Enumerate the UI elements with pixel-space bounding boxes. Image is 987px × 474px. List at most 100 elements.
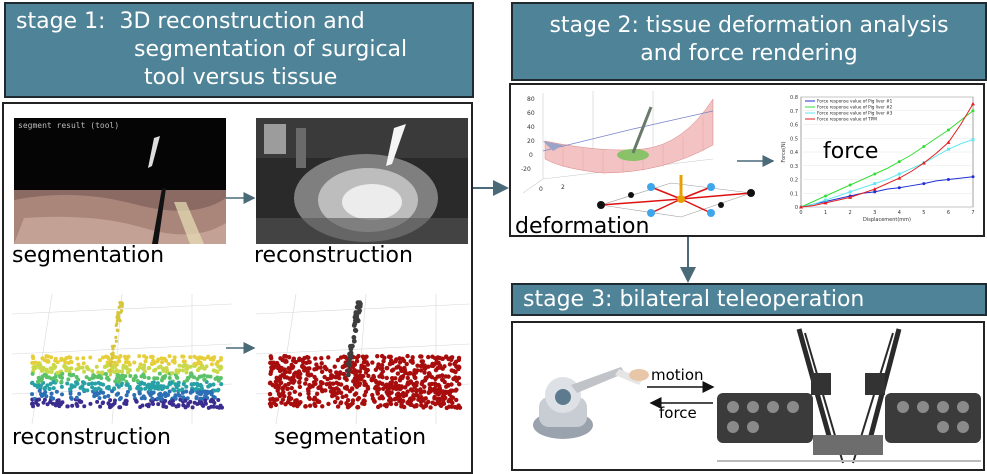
cloud-point — [99, 370, 104, 375]
cloud-point — [355, 405, 360, 410]
cloud-point — [180, 387, 185, 392]
segmentation-image: segment result (tool) — [14, 118, 226, 244]
chart-point — [971, 101, 975, 106]
cloud-point — [131, 378, 136, 383]
chart-point — [921, 161, 926, 165]
node-diagram — [597, 175, 755, 218]
cloud-tool-point — [109, 364, 113, 368]
cloud-point — [412, 375, 417, 380]
cloud-point — [177, 388, 182, 393]
cloud-point — [133, 375, 138, 380]
cloud-point — [176, 380, 181, 385]
cloud-point — [303, 404, 308, 409]
cloud-tool-point — [118, 301, 122, 305]
cloud-point — [68, 387, 73, 392]
cloud-point — [90, 369, 95, 374]
segmented-point-cloud — [255, 293, 471, 425]
cloud-point — [195, 390, 200, 395]
chart-point — [824, 198, 828, 202]
cloud-point — [139, 374, 144, 379]
chart-y-tick-label: 0.1 — [790, 191, 798, 197]
cloud-point — [75, 356, 80, 361]
cloud-point — [404, 361, 409, 367]
cloud-point — [280, 385, 286, 390]
cloud-point — [150, 396, 155, 401]
cloud-point — [292, 389, 298, 394]
cloud-point — [38, 363, 43, 368]
cloud-point — [312, 395, 317, 400]
cloud-point — [113, 355, 118, 360]
cloud-point — [454, 397, 459, 403]
cloud-point — [362, 393, 367, 398]
cloud-point — [286, 395, 292, 400]
cloud-point — [285, 386, 290, 392]
chart-x-tick-label: 5 — [922, 210, 925, 216]
cloud-point — [330, 381, 336, 386]
cloud-point — [55, 370, 60, 375]
cloud-point — [116, 391, 121, 396]
label-reconstruction-bottom: reconstruction — [12, 425, 171, 450]
cloud-point — [180, 368, 185, 373]
cloud-point — [80, 380, 85, 385]
cloud-point — [43, 390, 48, 395]
cloud-point — [414, 388, 420, 393]
cloud-point — [380, 369, 386, 374]
chart-series-line — [800, 103, 974, 208]
cloud-point — [312, 367, 317, 372]
cloud-point — [286, 366, 291, 371]
cloud-point — [395, 371, 401, 376]
cloud-point — [95, 375, 100, 380]
cloud-point — [314, 362, 319, 367]
cloud-point — [79, 399, 84, 404]
cloud-point — [432, 381, 438, 386]
cloud-point — [41, 365, 46, 370]
cloud-point — [114, 376, 119, 381]
cloud-point — [350, 401, 355, 406]
cloud-point — [335, 395, 340, 401]
svg-text:80: 80 — [527, 96, 535, 103]
cloud-point — [399, 401, 404, 407]
chart-y-tick-label: 0.7 — [790, 109, 798, 115]
cloud-point — [51, 362, 56, 367]
cloud-point — [335, 357, 341, 363]
cloud-point — [177, 368, 182, 373]
cloud-point — [88, 355, 93, 360]
cloud-point — [40, 374, 45, 379]
chart-point — [873, 190, 877, 194]
cloud-point — [335, 404, 341, 409]
cloud-tool-point — [117, 305, 121, 309]
cloud-point — [167, 354, 172, 359]
cloud-point — [84, 375, 89, 380]
cloud-tool-point — [120, 304, 124, 308]
cloud-point — [437, 400, 442, 405]
cloud-point — [173, 396, 178, 401]
cloud-point — [189, 382, 194, 387]
cloud-point — [118, 377, 123, 382]
cloud-point — [203, 398, 208, 403]
cloud-point — [77, 391, 82, 396]
cloud-point — [286, 355, 292, 360]
cloud-point — [354, 355, 360, 360]
cloud-point — [202, 377, 207, 382]
cloud-point — [369, 377, 374, 383]
cloud-point — [166, 362, 171, 367]
chart-x-tick-label: 4 — [898, 210, 901, 216]
cloud-point — [333, 374, 338, 380]
cloud-point — [46, 359, 51, 364]
svg-text:60: 60 — [527, 110, 535, 117]
chart-legend-entry: Force response value of Pig liver #3 — [817, 111, 893, 116]
cloud-point — [289, 375, 295, 381]
cloud-point — [305, 366, 310, 371]
cloud-point — [59, 379, 64, 384]
cloud-point — [327, 385, 333, 390]
chart-point — [922, 145, 926, 148]
cloud-point — [303, 381, 308, 386]
cloud-point — [195, 377, 200, 382]
cloud-point — [384, 402, 390, 407]
cloud-point — [426, 399, 431, 405]
cloud-point — [289, 362, 294, 368]
cloud-point — [277, 368, 283, 374]
cloud-point — [332, 399, 338, 405]
cloud-point — [156, 357, 161, 362]
